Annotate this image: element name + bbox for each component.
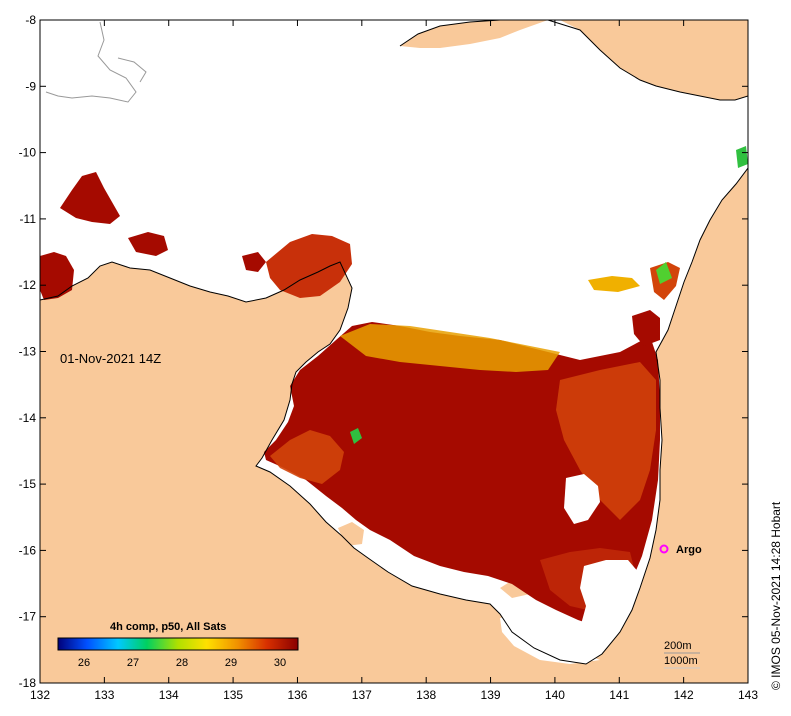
coastline-detail-northwest bbox=[45, 21, 147, 103]
longitude-tick-label: 134 bbox=[159, 688, 179, 702]
contour-legend: 200m 1000m bbox=[664, 640, 700, 669]
land-wellesley-small bbox=[338, 522, 364, 546]
latitude-tick-label: -18 bbox=[19, 676, 37, 690]
longitude-tick-label: 135 bbox=[223, 688, 243, 702]
sst-mid-yellow-patch bbox=[588, 276, 640, 292]
no-data-gulf-southeast bbox=[580, 560, 640, 640]
sst-northwest-patch bbox=[60, 172, 120, 224]
longitude-tick-label: 139 bbox=[481, 688, 501, 702]
sst-central-coast-patch bbox=[266, 234, 352, 298]
sst-green-pixels-northeast bbox=[736, 146, 748, 168]
sst-coast-mid-patch bbox=[128, 232, 168, 256]
colorbar-tick-label: 30 bbox=[274, 657, 286, 669]
colorbar-tick-label: 29 bbox=[225, 657, 237, 669]
credit-text: © IMOS 05-Nov-2021 14:28 Hobart bbox=[769, 501, 783, 690]
latitude-tick-label: -11 bbox=[20, 212, 37, 226]
map-plot-area: Argo 01-Nov-2021 14Z 4h comp, p50, All S… bbox=[40, 20, 748, 683]
map-timestamp: 01-Nov-2021 14Z bbox=[60, 351, 161, 366]
sst-west-coast-band bbox=[270, 430, 344, 484]
latitude-tick-label: -9 bbox=[25, 79, 36, 93]
longitude-tick-label: 133 bbox=[94, 688, 114, 702]
colorbar-title: 4h comp, p50, All Sats bbox=[110, 621, 226, 633]
no-data-south-bay bbox=[500, 614, 600, 664]
longitude-axis: 132 133 134 135 136 137 138 139 140 141 142 143 bbox=[30, 20, 758, 702]
no-data-gulf-east-patch bbox=[564, 474, 600, 524]
contour-legend-1000m: 1000m bbox=[664, 655, 698, 667]
sst-green-pixels-coast bbox=[656, 262, 672, 284]
coastline-outline-main bbox=[40, 167, 748, 665]
longitude-tick-label: 132 bbox=[30, 688, 50, 702]
latitude-tick-label: -14 bbox=[19, 411, 37, 425]
latitude-axis: -8 -9 -10 -11 -12 -13 -14 -15 -16 -17 -18 bbox=[19, 13, 748, 690]
contour-legend-200m: 200m bbox=[664, 640, 692, 652]
latitude-tick-label: -13 bbox=[19, 345, 37, 359]
colorbar-tick-label: 26 bbox=[78, 657, 90, 669]
argo-label: Argo bbox=[676, 544, 702, 556]
sst-gulf-mid-north bbox=[340, 324, 560, 372]
longitude-tick-label: 136 bbox=[287, 688, 307, 702]
colorbar-gradient bbox=[57, 637, 299, 651]
longitude-tick-label: 143 bbox=[738, 688, 758, 702]
latitude-tick-label: -10 bbox=[19, 146, 37, 160]
longitude-tick-label: 142 bbox=[674, 688, 694, 702]
latitude-tick-label: -12 bbox=[19, 278, 37, 292]
latitude-tick-label: -8 bbox=[25, 13, 36, 27]
land-new-guinea bbox=[400, 20, 748, 100]
sst-green-pixels-gulf bbox=[350, 428, 362, 444]
longitude-tick-label: 137 bbox=[352, 688, 372, 702]
sst-arnhem-coast-patch bbox=[40, 252, 74, 300]
argo-float-marker bbox=[659, 544, 669, 554]
colorbar-tick-label: 28 bbox=[176, 657, 188, 669]
sst-east-coast-patch bbox=[632, 310, 660, 346]
latitude-tick-label: -16 bbox=[19, 543, 37, 557]
colorbar-tick-label: 27 bbox=[127, 657, 139, 669]
longitude-tick-label: 141 bbox=[609, 688, 629, 702]
sst-coast-small-patch bbox=[242, 252, 266, 272]
colorbar: 4h comp, p50, All Sats 26 27 28 29 30 bbox=[57, 621, 299, 669]
latitude-tick-label: -15 bbox=[19, 477, 37, 491]
latitude-tick-label: -17 bbox=[19, 610, 37, 624]
sst-gulf-warm-east bbox=[556, 362, 656, 520]
longitude-tick-label: 140 bbox=[545, 688, 565, 702]
longitude-tick-label: 138 bbox=[416, 688, 436, 702]
coastline-outline-new-guinea bbox=[399, 20, 748, 101]
land-arnhem-land bbox=[40, 168, 748, 683]
